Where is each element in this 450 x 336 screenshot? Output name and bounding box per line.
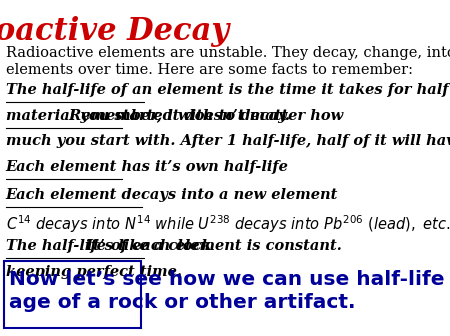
Text: $\mathit{C}^{14}$ $\mathit{decays\ into\ N}^{14}$ $\mathit{while\ U}^{238}$ $\ma: $\mathit{C}^{14}$ $\mathit{decays\ into\… [6,213,450,235]
Text: It’s like a clock: It’s like a clock [81,239,212,253]
Text: The half-life of each element is constant.: The half-life of each element is constan… [6,239,342,253]
Text: Radioactive elements are unstable. They decay, change, into different
elements o: Radioactive elements are unstable. They … [6,46,450,77]
Text: Remember, it doesn’t matter how: Remember, it doesn’t matter how [64,109,344,123]
FancyBboxPatch shape [4,261,141,328]
Text: material you started with to decay.: material you started with to decay. [6,109,290,123]
Text: Now let’s see how we can use half-life to determine the: Now let’s see how we can use half-life t… [9,269,450,289]
Text: Radioactive Decay: Radioactive Decay [0,16,230,47]
Text: Each element has it’s own half-life: Each element has it’s own half-life [6,160,288,174]
Text: Each element decays into a new element: Each element decays into a new element [6,188,338,202]
Text: age of a rock or other artifact.: age of a rock or other artifact. [9,293,355,312]
Text: The half-life of an element is the time it takes for half of the: The half-life of an element is the time … [6,83,450,97]
Text: much you start with. After 1 half-life, half of it will have decayed.: much you start with. After 1 half-life, … [6,134,450,149]
Text: keeping perfect time.: keeping perfect time. [6,265,182,279]
